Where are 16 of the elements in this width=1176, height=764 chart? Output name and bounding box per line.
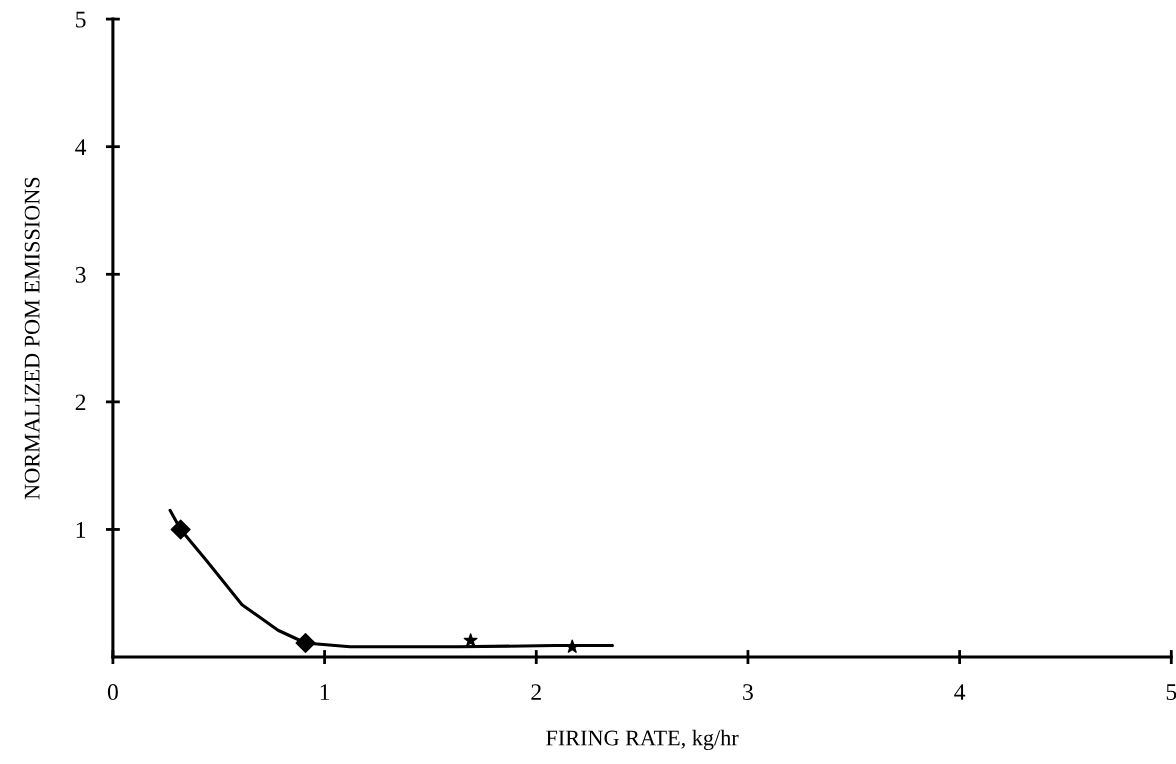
- point: [463, 633, 478, 647]
- x-tick-label: 5: [1166, 684, 1176, 701]
- x-tick-label: 2: [531, 684, 541, 700]
- x-tick-label: 3: [743, 684, 753, 701]
- y-tick-label: 5: [76, 11, 86, 28]
- y-tick-label: 3: [75, 266, 86, 283]
- x-axis-title: FIRING RATE, kg/hr: [546, 729, 739, 751]
- point: [170, 519, 191, 540]
- point: [295, 632, 316, 654]
- y-tick-label: 4: [75, 139, 87, 155]
- x-tick-label: 4: [954, 684, 966, 700]
- x-tick-label: 1: [320, 684, 330, 700]
- y-tick-label: 2: [75, 394, 86, 411]
- y-tick-label: 1: [76, 522, 86, 538]
- x-tick-label: 0: [107, 684, 118, 701]
- y-axis-title: NORMALIZED POM EMISSIONS: [24, 177, 40, 500]
